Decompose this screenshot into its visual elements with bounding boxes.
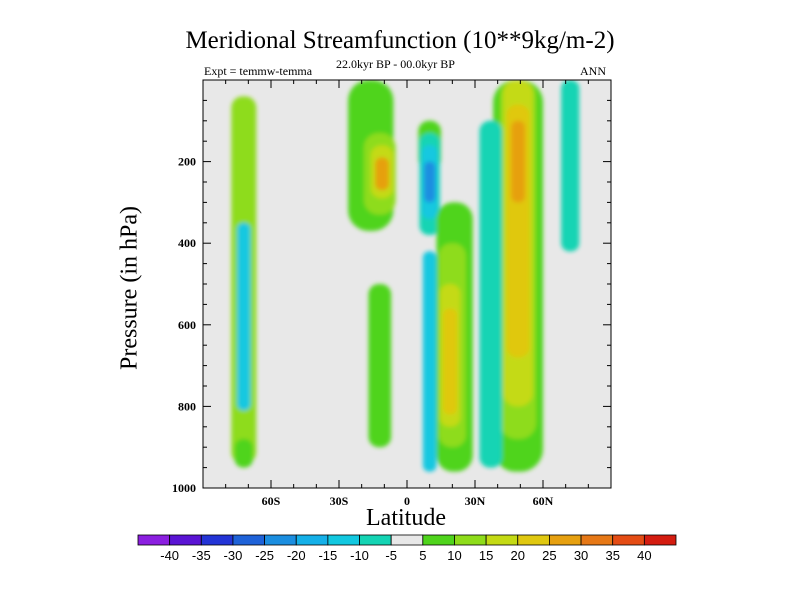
season-label: ANN bbox=[580, 64, 606, 78]
contour-region bbox=[424, 161, 436, 203]
colorbar-swatch bbox=[612, 534, 645, 546]
y-tick-label: 600 bbox=[178, 318, 196, 332]
colorbar-label: -30 bbox=[224, 548, 243, 563]
contour-region bbox=[511, 120, 525, 203]
colorbar-label: 40 bbox=[637, 548, 651, 563]
y-tick-label: 400 bbox=[178, 236, 196, 250]
x-tick-label: 60S bbox=[262, 494, 281, 508]
colorbar-swatch bbox=[454, 534, 487, 546]
experiment-label: Expt = temmw-temma bbox=[204, 64, 313, 78]
contour-region bbox=[368, 284, 392, 448]
x-tick-label: 0 bbox=[404, 494, 410, 508]
colorbar-swatch bbox=[549, 534, 582, 546]
colorbar-label: -15 bbox=[318, 548, 337, 563]
colorbar-label: 15 bbox=[479, 548, 493, 563]
y-tick-label: 1000 bbox=[172, 481, 196, 495]
colorbar-swatch bbox=[232, 534, 265, 546]
y-tick-label: 200 bbox=[178, 155, 196, 169]
colorbar-swatch bbox=[517, 534, 550, 546]
colorbar-label: -40 bbox=[160, 548, 179, 563]
colorbar-swatch bbox=[643, 534, 677, 546]
colorbar-label: -5 bbox=[385, 548, 397, 563]
colorbar-swatch bbox=[200, 534, 234, 546]
contour-region bbox=[479, 120, 503, 468]
colorbar-label: 35 bbox=[605, 548, 619, 563]
chart-title: Meridional Streamfunction (10**9kg/m-2) bbox=[185, 27, 615, 54]
colorbar-label: 25 bbox=[542, 548, 556, 563]
colorbar-swatch bbox=[327, 534, 360, 546]
colorbar-swatch bbox=[169, 534, 202, 546]
colorbar-swatch bbox=[137, 534, 171, 546]
contour-region bbox=[375, 157, 389, 191]
colorbar-swatch bbox=[580, 534, 614, 546]
contour-region bbox=[234, 439, 253, 468]
colorbar-label: 10 bbox=[447, 548, 461, 563]
colorbar-label: 5 bbox=[419, 548, 426, 563]
colorbar-swatch bbox=[390, 534, 424, 546]
x-tick-label: 60N bbox=[533, 494, 554, 508]
colorbar-label: -20 bbox=[287, 548, 306, 563]
colorbar-swatch bbox=[359, 534, 392, 546]
contour-region bbox=[561, 80, 580, 252]
contour-region bbox=[422, 251, 437, 472]
x-axis-label: Latitude bbox=[366, 505, 446, 531]
colorbar-label: 30 bbox=[574, 548, 588, 563]
x-tick-label: 30S bbox=[330, 494, 349, 508]
colorbar-label: 20 bbox=[511, 548, 525, 563]
colorbar-swatch bbox=[264, 534, 297, 546]
contour-region bbox=[443, 308, 457, 415]
y-tick-label: 800 bbox=[178, 399, 196, 413]
contour-region bbox=[305, 155, 324, 197]
contour-region bbox=[237, 222, 251, 411]
colorbar-swatch bbox=[295, 534, 329, 546]
plot-area bbox=[203, 80, 611, 488]
colorbar-label: -35 bbox=[192, 548, 211, 563]
colorbar-swatch bbox=[485, 534, 519, 546]
time-range-label: 22.0kyr BP - 00.0kyr BP bbox=[336, 57, 455, 71]
colorbar-label: -25 bbox=[255, 548, 274, 563]
colorbar-label: -10 bbox=[350, 548, 369, 563]
x-tick-label: 30N bbox=[465, 494, 486, 508]
colorbar-swatch bbox=[422, 534, 455, 546]
